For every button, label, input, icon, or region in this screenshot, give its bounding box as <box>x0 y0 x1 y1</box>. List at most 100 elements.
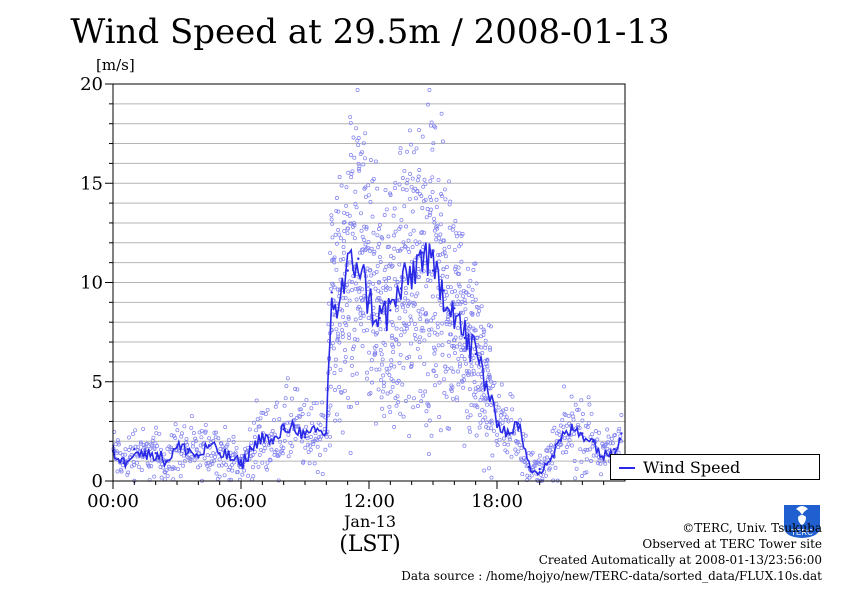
scatter-point <box>356 136 361 141</box>
scatter-point <box>422 338 427 343</box>
scatter-point <box>513 447 518 452</box>
scatter-point <box>138 440 143 445</box>
scatter-point <box>566 442 571 447</box>
scatter-point <box>435 332 440 337</box>
scatter-point <box>449 389 454 393</box>
scatter-point <box>485 357 490 362</box>
scatter-point <box>379 290 384 295</box>
scatter-point <box>589 411 594 416</box>
scatter-point <box>369 358 374 363</box>
scatter-point <box>411 188 416 193</box>
scatter-point <box>155 444 159 448</box>
scatter-point <box>180 431 184 436</box>
scatter-point <box>288 449 293 454</box>
scatter-point <box>335 241 339 246</box>
scatter-point <box>412 322 417 327</box>
series-point <box>133 448 136 451</box>
y-tick-label: 15 <box>80 173 103 194</box>
scatter-point <box>383 342 388 347</box>
scatter-point <box>347 298 352 303</box>
scatter-point <box>278 439 283 444</box>
scatter-point <box>334 208 339 213</box>
scatter-point <box>332 371 337 375</box>
scatter-point <box>193 436 198 441</box>
scatter-point <box>479 304 484 309</box>
y-tick-label: 0 <box>92 471 103 492</box>
scatter-point <box>152 474 157 479</box>
scatter-point <box>356 161 361 166</box>
scatter-point <box>489 426 494 431</box>
scatter-point <box>564 423 569 428</box>
scatter-point <box>277 417 282 422</box>
scatter-point <box>439 192 444 196</box>
scatter-point <box>229 463 234 468</box>
scatter-point <box>338 236 343 241</box>
grid-lines <box>113 103 625 462</box>
series-point <box>442 289 445 292</box>
scatter-point <box>329 286 333 291</box>
scatter-point <box>431 315 436 320</box>
scatter-point <box>354 371 359 376</box>
scatter-point <box>175 428 180 433</box>
scatter-point <box>309 435 313 439</box>
scatter-point <box>410 176 415 181</box>
observation-line: Observed at TERC Tower site <box>642 537 822 551</box>
scatter-point <box>230 468 235 473</box>
scatter-point <box>394 338 399 343</box>
scatter-point <box>548 445 553 450</box>
scatter-point <box>430 190 435 195</box>
scatter-point <box>505 450 510 455</box>
scatter-point <box>486 426 491 431</box>
scatter-point <box>333 357 338 362</box>
scatter-point <box>560 450 565 455</box>
scatter-point <box>461 385 466 390</box>
scatter-point <box>580 418 585 423</box>
scatter-point <box>366 240 371 244</box>
scatter-point <box>254 428 259 433</box>
scatter-point <box>560 418 565 422</box>
scatter-point <box>233 450 238 455</box>
scatter-point <box>428 278 433 283</box>
scatter-point <box>352 337 357 342</box>
scatter-point <box>456 369 460 374</box>
scatter-point <box>352 344 356 349</box>
scatter-point <box>252 435 257 440</box>
scatter-point <box>311 442 316 446</box>
scatter-point <box>154 425 159 430</box>
scatter-point <box>400 187 405 192</box>
scatter-point <box>444 293 449 298</box>
scatter-point <box>172 466 177 471</box>
scatter-point <box>354 297 359 302</box>
scatter-point <box>481 327 486 332</box>
scatter-point <box>456 382 461 387</box>
scatter-point <box>459 300 464 305</box>
scatter-point <box>191 431 196 435</box>
scatter-point <box>420 206 425 210</box>
x-tick-label: 06:00 <box>215 491 267 512</box>
scatter-point <box>357 289 362 294</box>
scatter-point <box>365 245 370 250</box>
scatter-point <box>408 300 413 305</box>
scatter-point <box>392 425 397 429</box>
scatter-point <box>337 322 342 327</box>
scatter-point <box>358 311 363 316</box>
series-point <box>613 448 616 451</box>
scatter-point <box>341 257 346 262</box>
scatter-point <box>424 215 429 220</box>
scatter-point <box>373 421 378 426</box>
scatter-point <box>466 326 471 331</box>
scatter-point <box>143 444 148 449</box>
scatter-point <box>387 275 392 280</box>
scatter-point <box>152 446 157 451</box>
series-point <box>229 456 232 459</box>
scatter-point <box>408 172 413 176</box>
scatter-point <box>557 432 562 437</box>
scatter-point <box>369 246 374 251</box>
scatter-point <box>347 336 352 340</box>
scatter-point <box>449 366 454 371</box>
scatter-point <box>306 449 311 454</box>
scatter-point <box>141 426 146 431</box>
scatter-point <box>483 415 488 420</box>
scatter-point <box>423 197 428 202</box>
scatter-point <box>429 198 434 203</box>
